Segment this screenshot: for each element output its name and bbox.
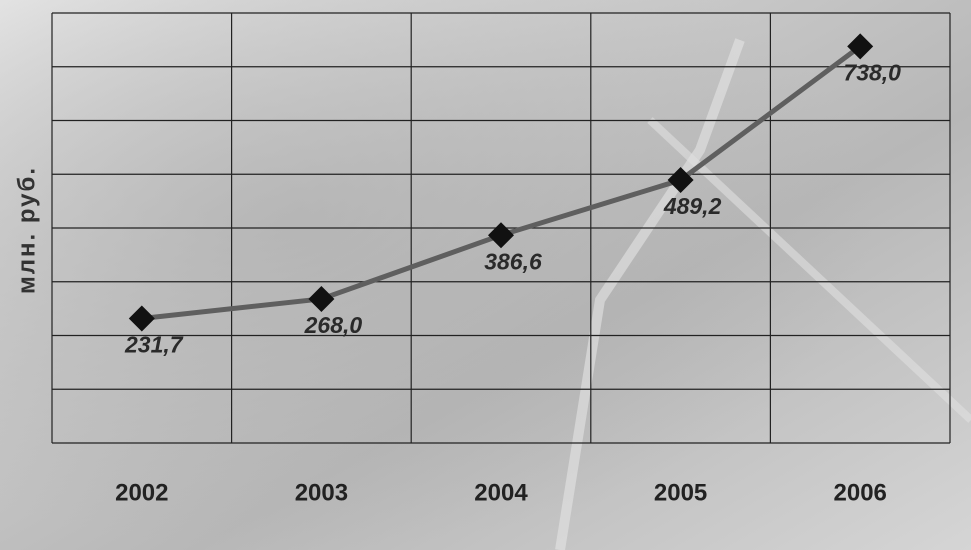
- road: [647, 117, 971, 423]
- marker: [128, 305, 155, 332]
- value-label: 489,2: [663, 193, 722, 219]
- marker: [308, 285, 335, 312]
- value-label: 386,6: [484, 248, 542, 274]
- x-tick-label: 2002: [115, 479, 168, 506]
- value-label: 738,0: [843, 59, 901, 85]
- x-tick-label: 2005: [654, 479, 707, 506]
- value-label: 268,0: [304, 312, 363, 338]
- road: [555, 38, 745, 550]
- marker: [488, 222, 514, 249]
- x-tick-label: 2003: [295, 479, 348, 506]
- x-tick-label: 2006: [834, 479, 887, 506]
- x-tick-label: 2004: [474, 479, 528, 506]
- y-axis-label: млн. руб.: [13, 166, 40, 294]
- value-label: 231,7: [124, 332, 184, 358]
- marker: [667, 167, 694, 194]
- marker: [847, 33, 874, 60]
